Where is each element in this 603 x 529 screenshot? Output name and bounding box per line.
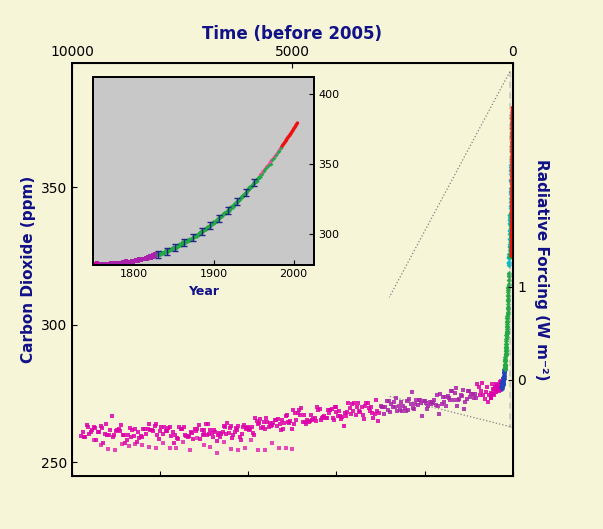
Y-axis label: Carbon Dioxide (ppm): Carbon Dioxide (ppm): [21, 176, 36, 363]
Bar: [510, 72, 513, 426]
X-axis label: Year: Year: [188, 285, 219, 298]
Y-axis label: Radiative Forcing (W m⁻²): Radiative Forcing (W m⁻²): [534, 159, 549, 380]
X-axis label: Time (before 2005): Time (before 2005): [203, 25, 382, 43]
